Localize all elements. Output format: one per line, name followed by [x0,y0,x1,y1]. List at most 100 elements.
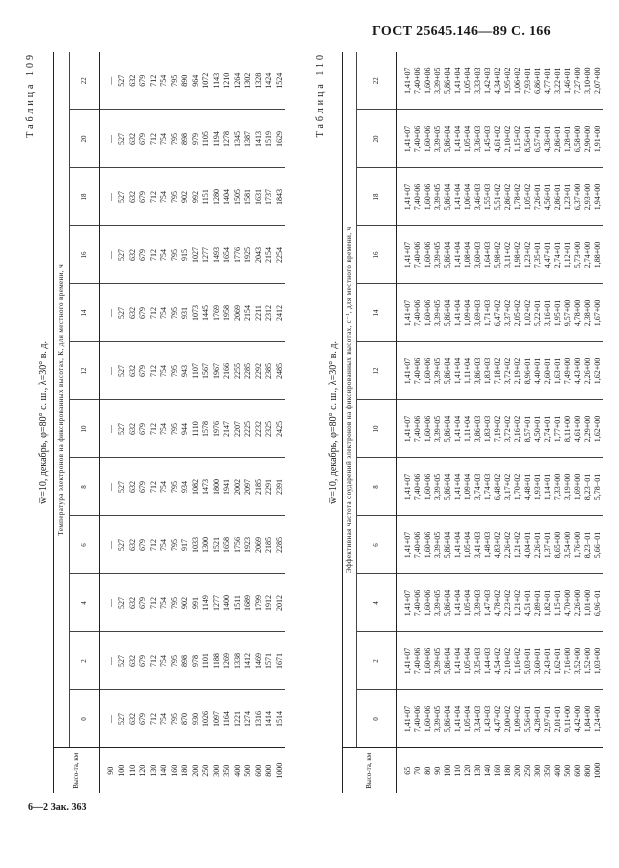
table-row: 160 4,47+02 4,54+02 4,78+02 4,83+02 6,48+02 7,… [493,52,504,793]
table-cell: 1,42+03 [483,52,494,110]
table-cell: 931 [180,284,191,342]
table-cell: 3,39+05 [433,574,444,632]
table-cell: 1,41+07 [396,400,414,458]
table-row: 500 1274 1412 1689 1923 2097 2225 2285 2154 1925 1… [243,52,254,793]
table-cell: 679 [138,574,149,632]
table-cell: 1631 [253,168,264,226]
table-cell: 1958 [222,284,233,342]
height-value: 400 [553,748,563,793]
table-cell: — [99,690,118,748]
table-109-block: Таблица 109 w̅=10, декабрь, φ=80° с. ш.,… [25,48,285,793]
table-cell: 898 [180,110,191,168]
table-cell: 4,70+00 [563,574,573,632]
table-cell: 4,04+01 [523,516,533,574]
table-cell: 1,41+07 [396,342,414,400]
table-cell: 2043 [253,226,264,284]
table-cell: 1,23+02 [523,226,533,284]
table-cell: 712 [148,342,160,400]
table-cell: 1,43+03 [483,690,494,748]
table-cell: 1,41+07 [396,632,414,690]
table-row: 250 1026 1101 1149 1300 1473 1578 1567 1445 1277 1… [201,52,212,793]
hour-column-header: 4 [69,574,100,632]
table-cell: 754 [159,168,170,226]
table-cell: 1,41+07 [396,574,414,632]
table-cell: 1,41+07 [396,284,414,342]
table-cell: 1,41+04 [453,110,464,168]
table-cell: 2,29+00 [583,400,593,458]
hour-column-header: 16 [356,226,397,284]
table-caption: Эффективная частота соударений электроно… [342,52,357,748]
table-cell: 3,39+05 [433,458,444,516]
table-cell: 5,78−01 [592,458,603,516]
table-cell: 2,07+00 [592,52,603,110]
table-cell: 7,40+06 [413,110,424,168]
table-cell: 1101 [201,632,212,690]
table-cell: 3,72+02 [503,342,514,400]
table-cell: 8,56+01 [523,110,533,168]
hour-column-header: 12 [356,342,397,400]
table-cell: 1769 [211,284,223,342]
table-cell: 6,37+00 [573,168,583,226]
table-cell: 8,23−01 [583,458,593,516]
table-cell: 1,98+02 [513,226,523,284]
table-cell: 2,74+00 [583,226,593,284]
table-cell: 934 [180,458,191,516]
table-cell: 1105 [201,110,212,168]
table-cell: 1,52+00 [583,632,593,690]
table-cell: 795 [169,226,181,284]
table-cell: 712 [148,284,160,342]
table-cell: 2,86+02 [503,168,514,226]
table-cell: 1,67+00 [592,284,603,342]
table-cell: 1072 [201,52,212,110]
table-cell: 930 [190,690,202,748]
table-cell: 1149 [201,574,212,632]
table-cell: 1,05+04 [463,574,474,632]
table-cell: 1776 [232,226,243,284]
table-cell: 5,56+01 [523,690,533,748]
table-cell: 7,40+06 [413,226,424,284]
table-cell: 1,05+04 [463,52,474,110]
table-cell: 4,61+02 [493,110,504,168]
table-cell: 1,78+02 [513,168,523,226]
table-cell: 1,83+03 [483,342,494,400]
table-cell: 7,40+06 [413,516,424,574]
table-row: 350 1164 1269 1400 1658 1941 2147 2166 1958 1654 1… [222,52,233,793]
table-cell: 1,41+04 [453,226,464,284]
table-cell: 527 [117,516,128,574]
table-cell: 1,05+04 [463,516,474,574]
table-cell: 1328 [253,52,264,110]
table-cell: 3,36+03 [473,110,484,168]
electron-temperature-table: Высо-та, км Температура электронов на фик… [53,52,285,793]
hour-column-header: 6 [69,516,100,574]
table-cell: — [99,400,118,458]
table-cell: 1567 [201,342,212,400]
height-value: 90 [99,748,118,793]
table-row: 1000 1,24+00 1,03+00 6,96−01 5,66−01 5,78−01 1… [592,52,603,793]
table-cell: 3,39+05 [433,632,444,690]
table-cell: 1521 [211,516,223,574]
table-cell: 1,83+03 [483,400,494,458]
table-cell: 1,60+06 [423,226,434,284]
table-row: 800 1,84+00 1,52+00 1,01+00 8,23−01 8,23−01 2,… [583,52,593,793]
table-cell: 3,35+03 [473,632,484,690]
hour-column-header: 2 [69,632,100,690]
table-row: 600 1316 1469 1799 2069 2185 2232 2292 2211 2043 1… [253,52,264,793]
table-cell: 2185 [263,516,275,574]
hour-column-header: 10 [356,400,397,458]
table-cell: 8,57+01 [523,400,533,458]
table-cell: 1110 [190,400,202,458]
table-cell: 3,39+05 [433,342,444,400]
table-cell: 1278 [222,110,233,168]
table-cell: 902 [180,168,191,226]
height-value: 140 [483,748,494,793]
table-cell: 1511 [232,574,243,632]
table-cell: 2069 [253,516,264,574]
table-cell: 7,18+02 [493,342,504,400]
table-number: Таблица 110 [315,52,326,138]
table-cell: — [99,516,118,574]
table-cell: 1,70+02 [513,458,523,516]
table-cell: — [99,574,118,632]
table-cell: 1689 [243,574,254,632]
hour-column-header: 4 [356,574,397,632]
table-cell: 1424 [263,52,275,110]
